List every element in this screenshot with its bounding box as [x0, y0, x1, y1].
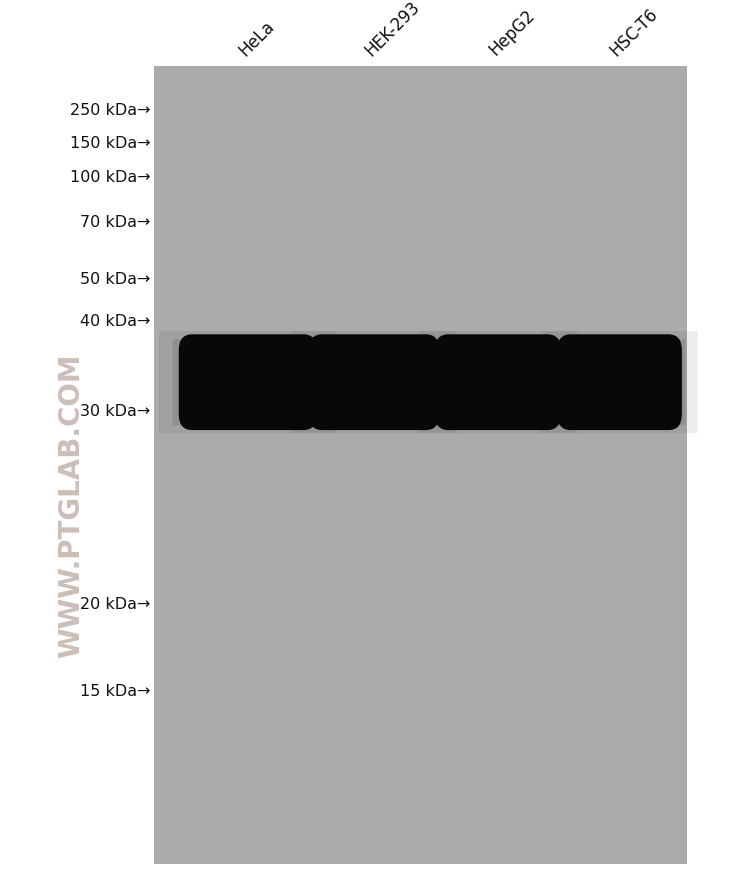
Text: HEK-293: HEK-293 [361, 0, 424, 59]
Text: 30 kDa→: 30 kDa→ [80, 404, 150, 418]
Text: 15 kDa→: 15 kDa→ [80, 684, 150, 698]
FancyBboxPatch shape [563, 346, 676, 419]
Text: HepG2: HepG2 [485, 6, 538, 59]
FancyBboxPatch shape [569, 349, 671, 416]
Text: WWW.PTGLAB.COM: WWW.PTGLAB.COM [57, 353, 86, 657]
Text: 250 kDa→: 250 kDa→ [70, 104, 150, 118]
FancyBboxPatch shape [541, 331, 698, 434]
FancyBboxPatch shape [189, 349, 306, 416]
Bar [154, 66, 687, 864]
Text: 50 kDa→: 50 kDa→ [80, 272, 150, 286]
Text: HeLa: HeLa [235, 17, 278, 59]
FancyBboxPatch shape [159, 331, 336, 434]
FancyBboxPatch shape [179, 335, 317, 431]
FancyBboxPatch shape [446, 349, 550, 416]
FancyBboxPatch shape [441, 346, 555, 419]
FancyBboxPatch shape [173, 339, 323, 426]
FancyBboxPatch shape [309, 335, 439, 431]
Text: 100 kDa→: 100 kDa→ [70, 170, 150, 184]
FancyBboxPatch shape [315, 346, 433, 419]
Bar [154, 66, 687, 864]
Text: 20 kDa→: 20 kDa→ [80, 597, 150, 611]
FancyBboxPatch shape [320, 349, 428, 416]
FancyBboxPatch shape [418, 331, 578, 434]
FancyBboxPatch shape [431, 339, 565, 426]
FancyBboxPatch shape [435, 335, 561, 431]
Text: 150 kDa→: 150 kDa→ [70, 136, 150, 151]
FancyBboxPatch shape [184, 346, 312, 419]
FancyBboxPatch shape [291, 331, 457, 434]
Text: HSC-T6: HSC-T6 [607, 4, 662, 59]
Text: 70 kDa→: 70 kDa→ [80, 215, 150, 229]
FancyBboxPatch shape [557, 335, 682, 431]
Text: 40 kDa→: 40 kDa→ [80, 314, 150, 328]
FancyBboxPatch shape [553, 339, 686, 426]
FancyBboxPatch shape [304, 339, 444, 426]
